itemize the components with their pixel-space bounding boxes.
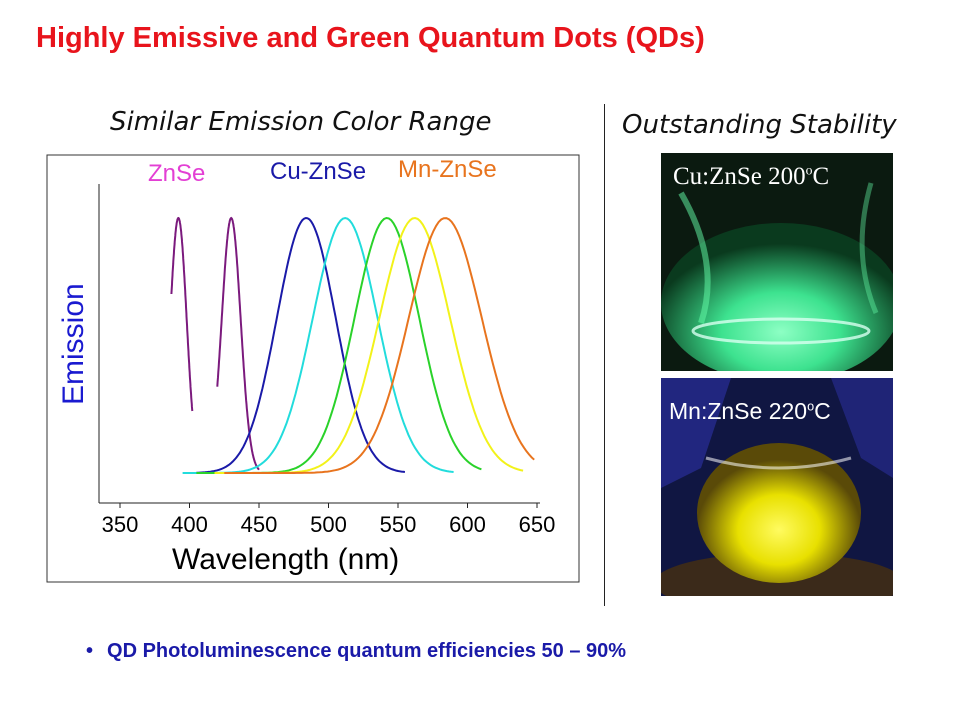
x-tick-label: 400 — [171, 512, 208, 537]
x-tick-group: 350 400 450 500 550 600 650 — [102, 503, 556, 537]
section-divider — [604, 104, 605, 606]
x-tick-label: 650 — [519, 512, 556, 537]
emission-series-6 — [224, 217, 535, 474]
x-axis-label: Wavelength (nm) — [172, 543, 399, 576]
emission-series-0 — [170, 216, 194, 412]
x-tick-label: 600 — [449, 512, 486, 537]
emission-series-1 — [216, 216, 260, 471]
y-axis-label: Emission — [57, 283, 90, 405]
left-heading: Similar Emission Color Range — [110, 107, 492, 137]
photo-label-cu: Cu:ZnSe 200oC — [673, 162, 830, 190]
x-tick-label: 350 — [102, 512, 139, 537]
photo-mn-znse-flask: Mn:ZnSe 220oC — [661, 378, 893, 596]
right-heading: Outstanding Stability — [622, 110, 897, 140]
x-tick-label: 450 — [241, 512, 278, 537]
bullet-point: • QD Photoluminescence quantum efficienci… — [86, 640, 626, 663]
photo-label-mn: Mn:ZnSe 220oC — [669, 398, 831, 424]
legend-manganese-zinc-selenide: Mn-ZnSe — [398, 156, 497, 183]
emission-series-2 — [196, 216, 406, 474]
x-tick-label: 500 — [310, 512, 347, 537]
legend-copper-zinc-selenide: Cu-ZnSe — [270, 158, 366, 185]
bullet-dot-icon: • — [86, 640, 94, 662]
bullet-text: QD Photoluminescence quantum efficiencie… — [107, 640, 627, 662]
x-tick-label: 550 — [380, 512, 417, 537]
slide-title: Highly Emissive and Green Quantum Dots (… — [36, 22, 705, 54]
legend-zinc-selenide: ZnSe — [148, 160, 205, 187]
series-group — [170, 216, 535, 474]
photo-cu-znse-flask: Cu:ZnSe 200oC — [661, 153, 893, 371]
